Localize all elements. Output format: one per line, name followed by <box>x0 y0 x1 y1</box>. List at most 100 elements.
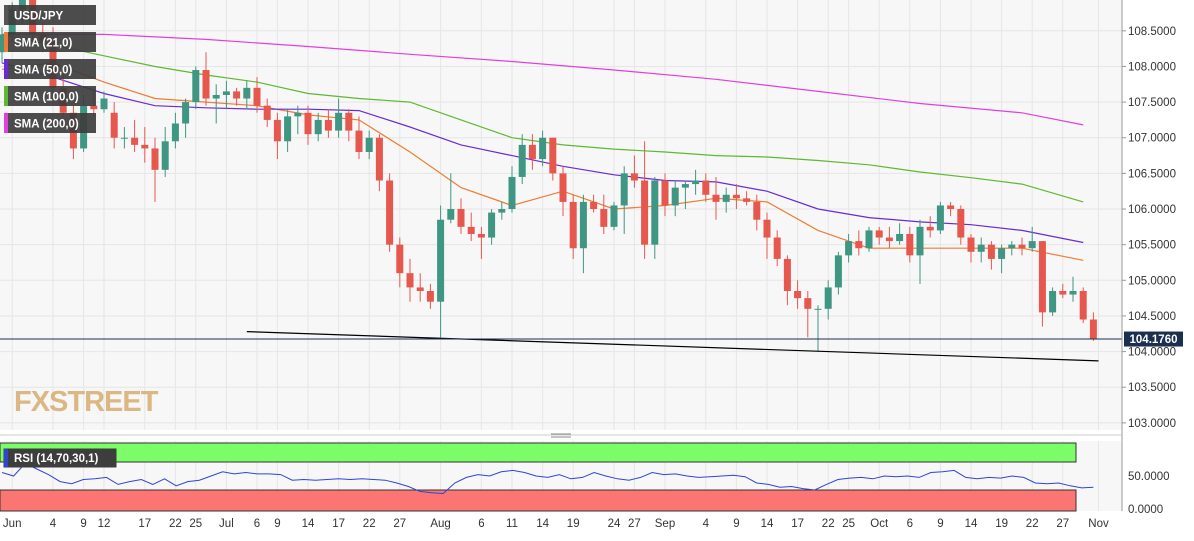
candle <box>692 169 700 195</box>
time-tick-label: 27 <box>393 518 406 530</box>
candle <box>518 134 526 185</box>
price-tick-label: 104.0000 <box>1128 347 1176 359</box>
time-tick-label: 24 <box>608 518 621 530</box>
candle <box>233 87 241 106</box>
sma-line <box>1 62 1084 244</box>
legend-item[interactable]: SMA (50,0) <box>4 59 96 79</box>
candle <box>314 112 322 142</box>
candle <box>896 223 904 245</box>
candle <box>885 226 893 249</box>
candle <box>712 176 720 220</box>
candle <box>732 184 740 210</box>
time-tick-label: 19 <box>567 518 580 530</box>
candle <box>151 137 159 202</box>
candle <box>192 66 200 110</box>
candle <box>977 237 985 263</box>
candle <box>100 91 108 113</box>
time-tick-label: Nov <box>1088 518 1109 530</box>
candle <box>161 127 169 177</box>
candle <box>906 226 914 263</box>
candle <box>579 194 587 274</box>
vertical-grid <box>11 0 1099 511</box>
candle <box>488 209 496 245</box>
candle <box>661 173 669 217</box>
candle <box>753 194 761 231</box>
rsi-tick-label: 0.0000 <box>1128 504 1163 516</box>
rsi-oversold-zone <box>0 489 1077 512</box>
candle <box>620 166 628 234</box>
indicator-legend[interactable]: USD/JPY SMA (21,0) SMA (50,0) SMA (100,0) SM… <box>4 5 96 133</box>
candle <box>916 219 924 284</box>
time-tick-label: 14 <box>536 518 549 530</box>
time-tick-label: 6 <box>478 518 484 530</box>
price-tick-label: 108.5000 <box>1128 26 1176 38</box>
price-axis-labels[interactable]: 103.0000 103.5000 104.0000 104.5000 105.0000… <box>1122 26 1176 430</box>
rsi-legend[interactable]: RSI (14,70,30,1) <box>3 448 117 468</box>
candle <box>987 241 995 270</box>
candle <box>957 205 965 245</box>
legend-item[interactable]: USD/JPY <box>4 5 96 25</box>
legend-label: SMA (200,0) <box>14 119 79 131</box>
time-tick-label: 6 <box>907 518 913 530</box>
candle <box>743 191 751 206</box>
rsi-axis-labels: 0.0000 50.0000 <box>1128 471 1170 516</box>
candle <box>345 109 353 142</box>
time-tick-label: Jun <box>3 518 22 530</box>
candle <box>426 283 434 309</box>
time-tick-label: 22 <box>822 518 835 530</box>
candle <box>681 180 689 210</box>
candle <box>559 166 567 217</box>
candle <box>998 244 1006 274</box>
legend-item[interactable]: SMA (200,0) <box>4 113 96 133</box>
candle <box>335 98 343 138</box>
candle <box>702 173 710 202</box>
candle <box>0 27 6 63</box>
support-trendline <box>246 331 1099 362</box>
candle <box>508 166 516 213</box>
candle <box>610 201 618 231</box>
time-tick-label: 9 <box>937 518 943 530</box>
price-tick-label: 104.5000 <box>1128 311 1176 323</box>
candle <box>824 280 832 320</box>
candle <box>202 52 210 106</box>
candle <box>814 305 822 352</box>
time-tick-label: 17 <box>138 518 151 530</box>
candle <box>967 233 975 263</box>
time-tick-label: Oct <box>870 518 889 530</box>
rsi-line-group <box>1 462 1094 495</box>
candle <box>1079 287 1087 324</box>
watermark: FXSTREET <box>14 386 159 418</box>
candle <box>1028 226 1036 252</box>
candle <box>243 80 251 110</box>
candle <box>641 141 649 259</box>
candle <box>253 77 261 113</box>
candle <box>651 176 659 259</box>
legend-item[interactable]: SMA (21,0) <box>4 32 96 52</box>
time-tick-label: Sep <box>655 518 675 530</box>
panel-resize-handle[interactable] <box>551 433 571 438</box>
time-tick-label: 22 <box>363 518 376 530</box>
legend-label: SMA (50,0) <box>14 65 73 77</box>
price-tick-label: 105.5000 <box>1128 240 1176 252</box>
time-tick-label: 9 <box>80 518 86 530</box>
candle <box>273 112 281 160</box>
price-axis-bg <box>1122 0 1194 536</box>
rsi-tick-label: 50.0000 <box>1128 471 1170 483</box>
legend-item[interactable]: SMA (100,0) <box>4 86 96 106</box>
candle <box>804 290 812 338</box>
candle <box>834 251 842 295</box>
rsi-line <box>1 462 1094 495</box>
candle <box>539 130 547 167</box>
price-tick-label: 108.0000 <box>1128 61 1176 73</box>
rsi-overbought-zone <box>0 442 1077 463</box>
time-tick-label: 14 <box>302 518 315 530</box>
price-panel-bg <box>0 0 1122 430</box>
time-axis-labels[interactable]: Jun 4 9 12 17 22 25 Jul 6 9 14 17 22 27 Aug 6 11 14 19 24 27… <box>3 518 1109 530</box>
candle <box>763 212 771 259</box>
candle <box>498 201 506 220</box>
sma-lines <box>1 33 1084 261</box>
candle <box>171 112 179 149</box>
time-tick-label: 17 <box>332 518 345 530</box>
time-tick-label: 4 <box>50 518 57 530</box>
candle <box>304 105 312 145</box>
